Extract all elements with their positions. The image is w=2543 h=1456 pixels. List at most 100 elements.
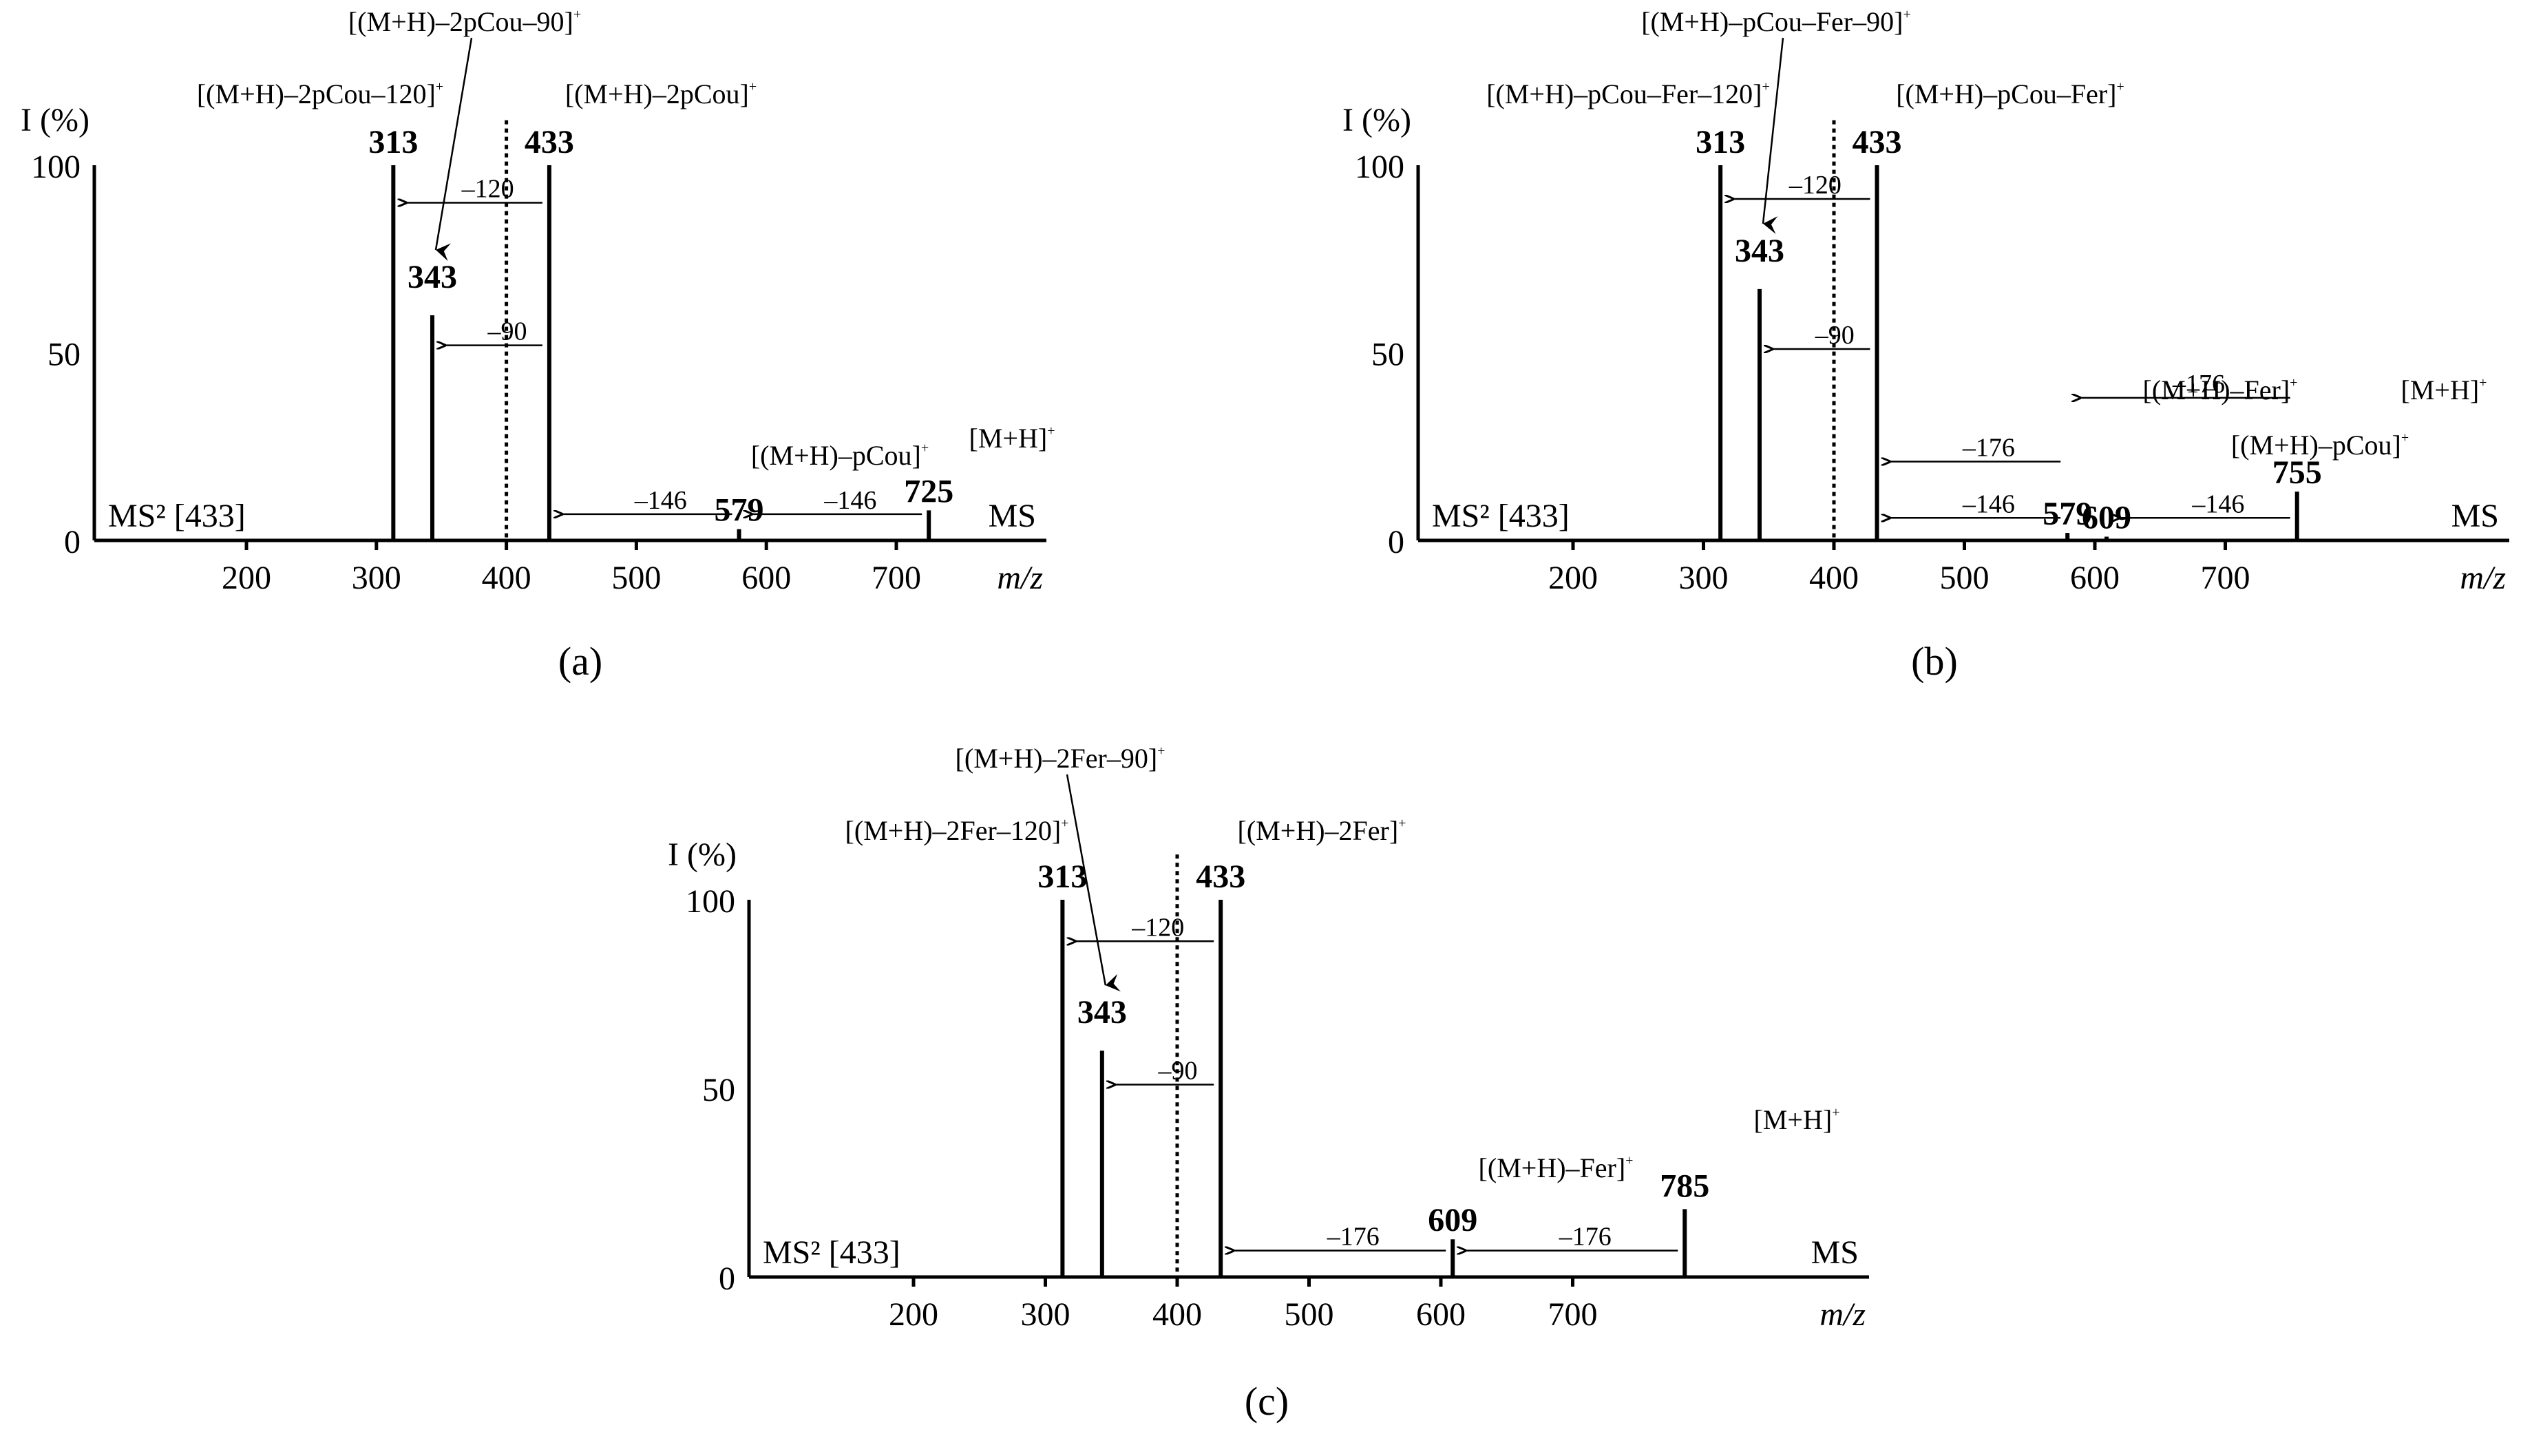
loss-label: –176 — [1962, 434, 2015, 463]
peak-label-433: 433 — [1196, 858, 1245, 895]
x-tick-label: 400 — [1152, 1296, 1202, 1333]
ion-charge: + — [1762, 79, 1770, 94]
loss-label: –146 — [823, 486, 876, 515]
peak-label-433: 433 — [1853, 124, 1902, 160]
peak-label-313: 313 — [1037, 858, 1087, 895]
x-tick-label: 600 — [741, 560, 791, 596]
ion-label-343: [(M+H)–pCou–Fer–90]+ — [1641, 6, 1911, 37]
y-tick-label: 50 — [48, 337, 81, 373]
ion-label-785: [M+H]+ — [1754, 1104, 1840, 1135]
spectrum-panel-c: 200 300 400 500 600 700 0 50 100 I (%) m/z MS² [433… — [668, 743, 1869, 1424]
ion-charge: + — [2479, 375, 2487, 390]
ms2-region-label: MS² [433] — [763, 1234, 900, 1271]
peak-label-343: 343 — [408, 259, 457, 295]
ion-label-609: [(M+H)–Fer]+ — [1479, 1152, 1634, 1183]
x-tick-label: 300 — [1021, 1296, 1070, 1333]
peak-label-609: 609 — [1428, 1202, 1477, 1238]
x-tick-label: 200 — [889, 1296, 938, 1333]
peak-label-755: 755 — [2272, 454, 2322, 491]
x-tick-label: 500 — [1940, 560, 1990, 596]
spectrum-panel-a: 200 300 400 500 600 700 0 50 100 I (%) m/z MS² [433… — [21, 6, 1055, 684]
ion-leader-343 — [1762, 37, 1784, 234]
y-tick-label: 100 — [1355, 149, 1404, 185]
x-tick-label: 300 — [1679, 560, 1729, 596]
y-axis-label: I (%) — [668, 836, 737, 873]
panel-label: (c) — [1245, 1379, 1289, 1424]
y-tick-label: 50 — [1371, 337, 1404, 373]
peak-label-343: 343 — [1077, 994, 1127, 1031]
ion-leader-343 — [1066, 774, 1121, 992]
ion-charge: + — [1903, 7, 1911, 22]
peak-label-579: 579 — [2043, 496, 2092, 532]
ms-region-label: MS — [989, 498, 1036, 534]
y-axis-label: I (%) — [21, 102, 89, 138]
ion-label-725: [M+H]+ — [969, 423, 1055, 454]
loss-label: –120 — [461, 175, 514, 204]
y-tick-label: 0 — [64, 524, 81, 560]
ion-label-579: [(M+H)–Fer]+ — [2143, 374, 2298, 405]
loss-label: –146 — [634, 486, 687, 515]
peak-label-313: 313 — [368, 124, 418, 160]
loss-label: –90 — [487, 317, 527, 346]
x-tick-label: 500 — [1285, 1296, 1334, 1333]
peak-label-313: 313 — [1696, 124, 1745, 160]
x-tick-label: 400 — [482, 560, 531, 596]
ion-leader-343 — [434, 37, 473, 262]
y-tick-label: 100 — [31, 149, 81, 185]
ion-charge: + — [2401, 430, 2409, 445]
ion-charge: + — [573, 7, 581, 22]
x-tick-label: 200 — [222, 560, 271, 596]
peak-label-343: 343 — [1735, 233, 1784, 269]
ion-label-609: [(M+H)–pCou]+ — [2231, 430, 2409, 461]
ion-label-313: [(M+H)–2Fer–120]+ — [845, 815, 1069, 846]
ion-charge: + — [1061, 816, 1068, 831]
ion-charge: + — [1625, 1153, 1633, 1168]
panel-label: (a) — [558, 639, 602, 684]
x-axis-label: m/z — [997, 560, 1043, 596]
x-tick-label: 400 — [1809, 560, 1859, 596]
y-tick-label: 0 — [719, 1260, 735, 1297]
peak-label-785: 785 — [1660, 1168, 1709, 1204]
loss-label: –146 — [2191, 489, 2244, 518]
ion-label-755: [M+H]+ — [2401, 374, 2487, 405]
panel-label: (b) — [1911, 639, 1958, 684]
x-tick-label: 600 — [2070, 560, 2120, 596]
y-tick-label: 50 — [702, 1072, 735, 1108]
ion-charge: + — [1398, 816, 1406, 831]
ion-label-433: [(M+H)–2pCou]+ — [565, 78, 757, 109]
x-tick-label: 200 — [1548, 560, 1598, 596]
loss-label: –146 — [1962, 489, 2015, 518]
ion-charge: + — [2117, 79, 2124, 94]
ion-label-313: [(M+H)–pCou–Fer–120]+ — [1486, 78, 1770, 109]
ion-label-313: [(M+H)–2pCou–120]+ — [197, 78, 443, 109]
x-tick-label: 500 — [611, 560, 661, 596]
ion-charge: + — [2290, 375, 2297, 390]
ion-label-343: [(M+H)–2Fer–90]+ — [956, 743, 1165, 774]
loss-label: –176 — [2172, 370, 2225, 399]
x-tick-label: 300 — [352, 560, 401, 596]
peak-label-579: 579 — [715, 492, 764, 529]
x-tick-label: 700 — [872, 560, 921, 596]
ion-charge: + — [1157, 743, 1165, 759]
ion-label-343: [(M+H)–2pCou–90]+ — [348, 6, 581, 37]
peak-label-725: 725 — [904, 473, 953, 509]
loss-label: –176 — [1559, 1223, 1612, 1252]
ion-charge: + — [1047, 423, 1055, 439]
x-axis-label: m/z — [1819, 1296, 1866, 1333]
y-tick-label: 100 — [686, 883, 735, 920]
loss-label: –90 — [1815, 321, 1855, 350]
y-tick-label: 0 — [1388, 524, 1404, 560]
ion-label-433: [(M+H)–2Fer]+ — [1238, 815, 1406, 846]
ms2-region-label: MS² [433] — [1432, 498, 1570, 534]
y-axis-label: I (%) — [1342, 102, 1411, 138]
x-axis-label: m/z — [2460, 560, 2506, 596]
x-tick-label: 600 — [1416, 1296, 1466, 1333]
loss-label: –120 — [1788, 171, 1842, 200]
ion-charge: + — [1832, 1105, 1839, 1120]
loss-label: –176 — [1327, 1223, 1380, 1252]
ion-label-579: [(M+H)–pCou]+ — [751, 440, 929, 471]
ion-charge: + — [749, 79, 757, 94]
loss-label: –120 — [1131, 913, 1184, 942]
peak-label-433: 433 — [525, 124, 574, 160]
